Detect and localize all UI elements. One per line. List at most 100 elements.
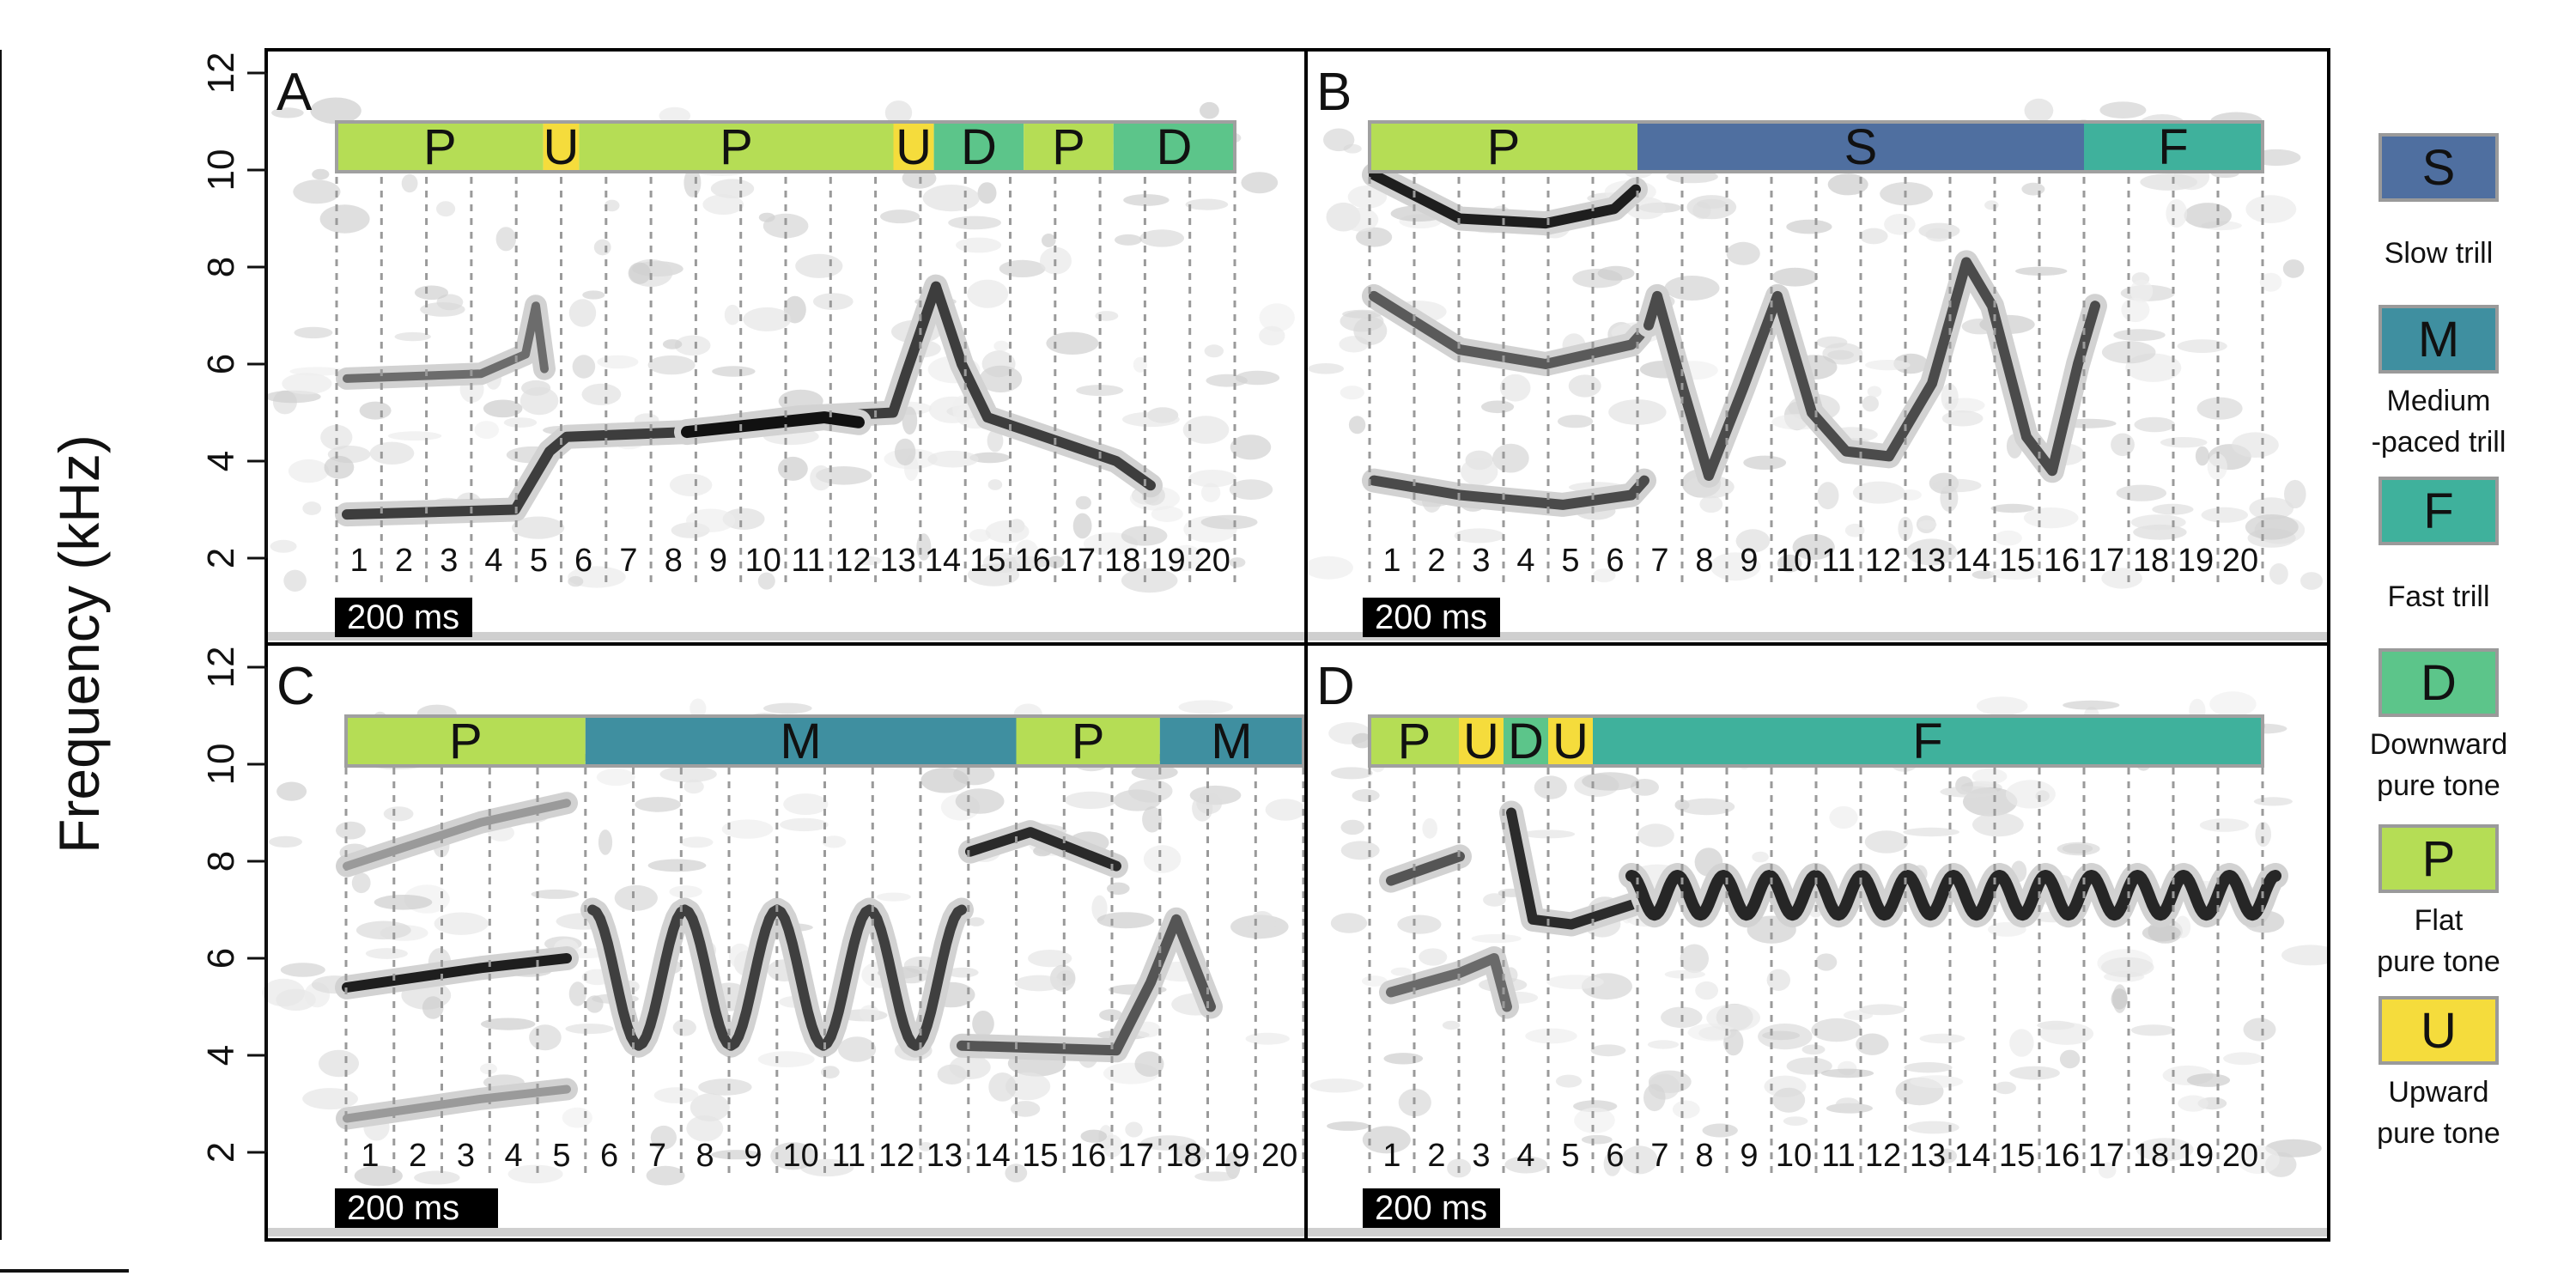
syllable-bar-segment [1548,716,1593,766]
syllable-code: U [1463,714,1499,769]
trace-d-start [1386,851,1465,886]
segment-number: 2 [1427,1138,1445,1174]
noise-blob [1419,948,1448,966]
noise-blob [1178,700,1233,714]
noise-blob [1976,696,2028,716]
noise-blob [302,501,322,515]
legend-swatch: U [2379,996,2499,1065]
noise-blob [2129,279,2154,303]
segment-number: 12 [1865,1138,1901,1174]
noise-blob [1647,1040,1680,1049]
noise-blob [1643,1084,1666,1112]
noise-blob [838,1036,877,1062]
noise-blob [2130,514,2186,531]
noise-blob [507,1164,563,1184]
syllable-bar-segment [1016,716,1160,766]
noise-blob [1815,953,1838,971]
noise-blob [822,835,847,848]
y-tick-label: 4 [200,1045,242,1066]
noise-blob [336,821,366,840]
trace-c-low [343,1084,571,1123]
noise-blob [2196,397,2243,420]
noise-blob [2130,1024,2176,1036]
noise-blob [2282,259,2305,278]
segment-number: 7 [619,543,637,579]
noise-blob [1910,1075,1964,1089]
syllable-code: D [1508,714,1544,769]
segment-number: 5 [552,1138,570,1174]
noise-blob [2253,797,2293,806]
noise-blob [1429,307,1447,317]
noise-blob [1245,1032,1290,1045]
noise-blob [1829,805,1858,829]
segment-number: 9 [1740,543,1758,579]
noise-blob [1917,519,1937,530]
noise-blob [1971,768,2008,785]
syllable-bars: P U P U D P D P S FP M P M P U D U F [335,119,2264,769]
noise-blob [2177,339,2227,353]
noise-blob [294,326,333,339]
noise-blob [1352,732,1373,749]
noise-blob [1573,1100,1618,1113]
legend-swatch: D [2379,648,2499,717]
noise-blob [674,335,711,356]
noise-blob [435,201,456,217]
noise-blob [702,194,744,216]
noise-blob [276,781,307,801]
syllable-code: P [423,119,457,175]
noise-blob [659,106,691,125]
segment-number: 3 [1472,543,1490,579]
noise-blob [1864,830,1909,854]
noise-blob [593,239,611,256]
noise-blob [319,1049,359,1078]
noise-blob [2166,199,2188,228]
segment-number: 2 [409,1138,427,1174]
noise-blob [596,769,635,787]
segment-number: 18 [1165,1138,1201,1174]
noise-blob [1080,1129,1108,1143]
noise-blob [414,285,449,301]
noise-blob [1347,185,1388,209]
noise-blob [2243,1018,2276,1042]
noise-blob [1777,554,1802,573]
noise-blob [2134,416,2176,433]
legend-swatch: P [2379,824,2499,893]
noise-blob [2111,433,2135,457]
segment-number: 3 [1472,1138,1490,1174]
noise-blob [512,516,565,539]
segment-number: 7 [1650,543,1668,579]
noise-blob [288,459,330,483]
legend-item: P Flat pure tone [2353,824,2524,982]
segment-number: 14 [925,543,961,579]
noise-blob [859,1005,880,1022]
noise-blob [922,185,981,212]
noise-blob [1801,1044,1826,1055]
noise-blob [1229,479,1273,500]
noise-blob [529,1024,562,1051]
syllable-bar-outline [1368,120,2264,173]
noise-blob [1131,764,1178,781]
noise-blob [1695,981,1718,1000]
noise-blob [1182,416,1230,444]
noise-blob [669,885,702,898]
noise-blob [1134,1051,1164,1077]
noise-blob [1200,514,1258,530]
noise-blob [312,168,330,180]
noise-blob [1792,534,1835,561]
noise-blob [2111,988,2128,1010]
noise-blob [690,698,707,719]
noise-blob [2249,497,2293,520]
noise-blob [672,1019,696,1036]
noise-blob [1621,1145,1658,1175]
noise-blob [724,304,741,325]
noise-blob [1265,799,1306,821]
noise-blob [987,479,1003,490]
segment-number: 6 [600,1138,618,1174]
segment-number: 7 [648,1138,666,1174]
noise-blob [763,702,812,714]
noise-blob [1128,779,1173,803]
noise-blob [1005,1072,1051,1101]
segment-number: 3 [457,1138,475,1174]
noise-blob [289,367,345,376]
segment-number: 4 [1516,543,1534,579]
